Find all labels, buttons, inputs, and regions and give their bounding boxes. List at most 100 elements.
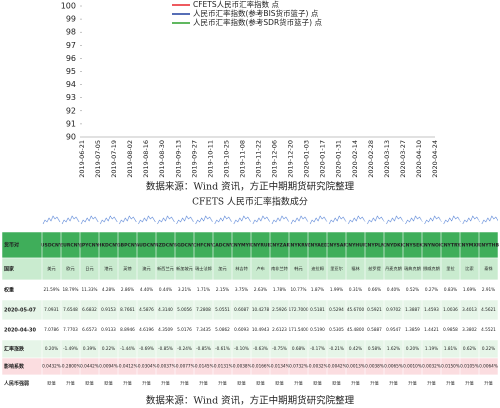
x-tick-label: 2019-11-08 xyxy=(238,140,246,178)
table-cell: 0.5887 xyxy=(367,327,382,332)
table-cell: 贬值 xyxy=(104,380,112,387)
table-cell: 10.77% xyxy=(291,287,307,292)
table-cell: 升值 xyxy=(446,380,454,387)
table-cell: 11.33% xyxy=(82,287,98,292)
table-cell: 升值 xyxy=(370,380,378,387)
table-cell: 45.4800 xyxy=(347,327,365,332)
table-cell: -0.10% xyxy=(234,346,249,351)
table-cell: 挪威克朗 xyxy=(423,265,440,272)
table-cell: 里亚尔 xyxy=(330,265,343,271)
table-cell: 2.86% xyxy=(121,287,134,292)
chart-source: 数据来源：Wind 资讯，方正中期期货研究院整理 xyxy=(146,181,355,193)
row-label: 影响系数 xyxy=(4,363,25,370)
x-tick-label: 2019-06-21 xyxy=(78,140,86,178)
column-header: CNYPLN xyxy=(364,243,385,249)
table-cell: 贬值 xyxy=(275,380,283,387)
column-header: CNYHUF xyxy=(345,243,366,249)
table-cell: 5.0551 xyxy=(215,307,230,312)
row-label: 2020-04-30 xyxy=(4,328,37,334)
x-tick-label: 2020-01-31 xyxy=(335,140,343,178)
table-cell: -0.0412% xyxy=(117,364,137,369)
table-cell: 升值 xyxy=(408,380,416,387)
table-cell: 0.6087 xyxy=(234,307,249,312)
row-label: 汇率涨跌 xyxy=(4,346,25,353)
table-cell: 21.59% xyxy=(44,287,60,292)
table-cell: 0.9153 xyxy=(101,307,116,312)
table-cell: 0.68% xyxy=(292,346,305,351)
column-header: CNYTHB xyxy=(478,243,500,249)
table-cell: 0.0094% xyxy=(99,364,118,369)
column-header: USDCNY xyxy=(41,243,63,249)
x-tick-label: 2019-11-22 xyxy=(255,140,263,178)
table-cell: 7.2808 xyxy=(196,307,211,312)
table-cell: 瑞士法郎 xyxy=(195,265,212,272)
table-cell: 韩元 xyxy=(294,265,302,272)
table-cell: 5.0056 xyxy=(177,307,192,312)
column-header: HKDCNY xyxy=(98,243,120,249)
table-cell: -0.85% xyxy=(196,346,211,351)
legend-label: CFETS人民币汇率指数 点 xyxy=(193,0,280,9)
x-tick-label: 2020-02-28 xyxy=(367,140,375,178)
column-header: CNYMXN xyxy=(458,243,481,249)
table-cell: -0.0077% xyxy=(174,364,194,369)
column-header: CNYRUB xyxy=(250,243,272,249)
table-cell: 升值 xyxy=(427,380,435,387)
table-cell: -0.0166% xyxy=(250,364,270,369)
table-cell: 迪拉姆 xyxy=(311,265,324,272)
table-cell: 0.5305 xyxy=(329,327,344,332)
table-title: CFETS 人民币汇率指数成分 xyxy=(192,196,308,208)
table-row xyxy=(1,374,499,393)
table-cell: 8.7661 xyxy=(120,307,135,312)
table-cell: -0.21% xyxy=(329,346,344,351)
table-cell: 丹麦克朗 xyxy=(385,265,402,272)
table-cell: 0.22% xyxy=(482,346,495,351)
table-cell: 0.44% xyxy=(159,287,172,292)
x-tick-label: 2019-10-11 xyxy=(206,140,214,178)
table-cell: -0.0304% xyxy=(136,364,156,369)
table-cell: 0.0038% xyxy=(365,364,384,369)
x-tick-label: 2019-09-27 xyxy=(190,140,198,178)
table-cell: 0.42% xyxy=(349,346,362,351)
table-cell: 兹罗提 xyxy=(368,265,381,272)
table-cell: 1.4421 xyxy=(424,327,439,332)
table-cell: 2.5926 xyxy=(272,307,287,312)
table-cell: 4.5876 xyxy=(139,307,154,312)
table-cell: 1.78% xyxy=(273,287,286,292)
y-tick-label: 92 xyxy=(66,106,76,115)
table-cell: 2.91% xyxy=(482,287,495,292)
table-cell: -0.61% xyxy=(215,346,230,351)
table-cell: 1.69% xyxy=(463,287,476,292)
legend-label: 人民币汇率指数(参考SDR货币篮子) 点 xyxy=(193,17,322,27)
row-label: 国家 xyxy=(4,266,15,273)
x-tick-label: 2019-12-06 xyxy=(271,140,279,178)
column-header: GBPCNY xyxy=(117,243,139,249)
column-header: CNYNOK xyxy=(421,243,443,249)
y-tick-label: 100 xyxy=(61,2,76,11)
column-header: AUDCNY xyxy=(136,243,158,249)
table-cell: -0.0037% xyxy=(155,364,175,369)
table-cell: 升值 xyxy=(199,380,207,387)
table-cell: 4.3509 xyxy=(158,327,173,332)
table-cell: 8.8946 xyxy=(120,327,135,332)
table-cell: 2.15% xyxy=(216,287,229,292)
table-cell: 0.0442% xyxy=(80,364,99,369)
table-cell: 0.0732% xyxy=(289,364,308,369)
table-cell: 南非兰特 xyxy=(271,265,288,272)
table-cell: 升值 xyxy=(142,380,150,387)
x-tick-label: 2019-07-05 xyxy=(94,140,102,178)
table-cell: 0.0064% xyxy=(479,364,498,369)
column-header: CNYZAR xyxy=(269,243,290,249)
table-cell: 7.0786 xyxy=(44,327,59,332)
table-cell: 10.4943 xyxy=(252,327,270,332)
table-cell: 4.40% xyxy=(140,287,153,292)
table-cell: 0.62% xyxy=(463,346,476,351)
table-cell: 1.87% xyxy=(311,287,324,292)
table-cell: -0.17% xyxy=(310,346,325,351)
table-cell: -0.0038% xyxy=(231,364,251,369)
column-header: CNYAED xyxy=(307,243,328,249)
table-row xyxy=(1,231,499,259)
table-cell: 7.6548 xyxy=(63,307,78,312)
table-cell: 6.6832 xyxy=(82,307,97,312)
table-cell: 0.58% xyxy=(368,346,381,351)
table-cell: 1.19% xyxy=(425,346,438,351)
